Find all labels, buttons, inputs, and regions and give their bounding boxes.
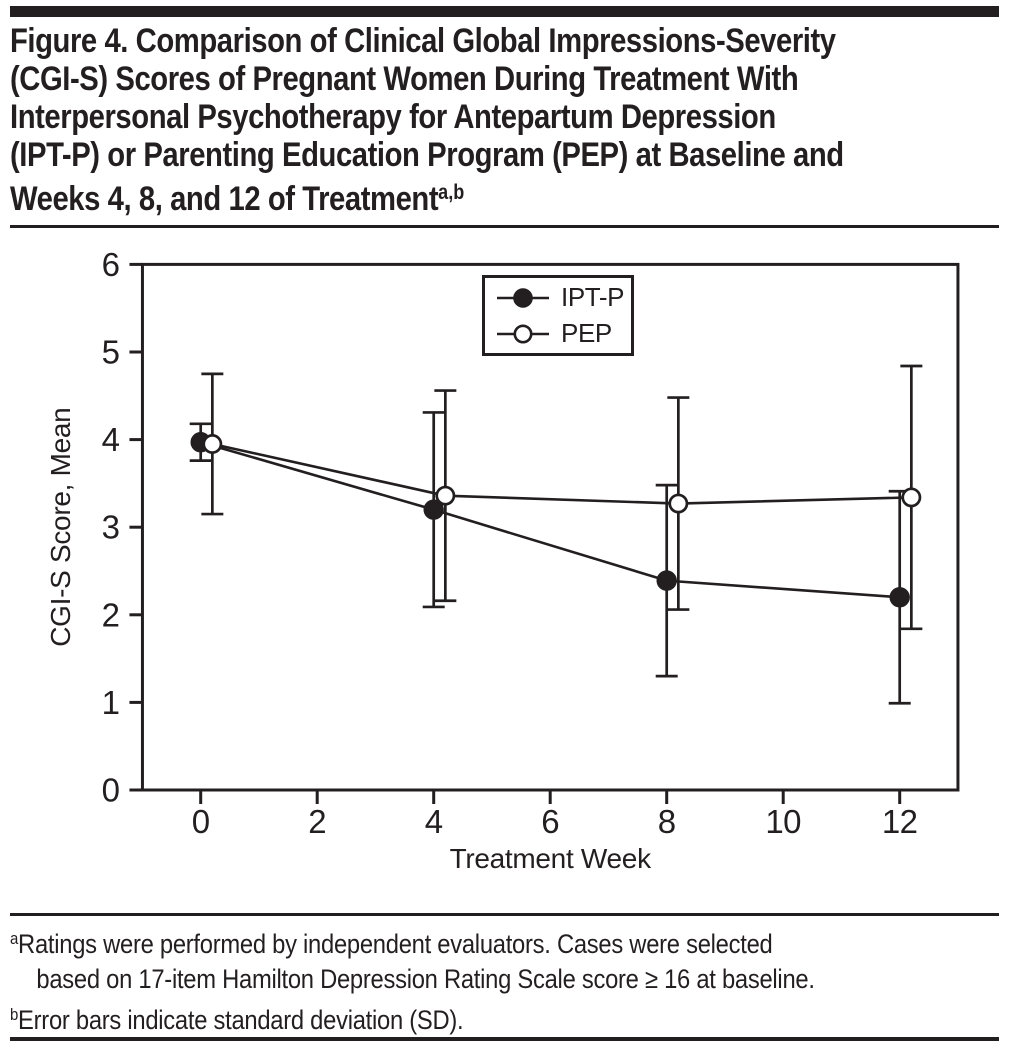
title-line: (IPT-P) or Parenting Education Program (… [10,136,844,174]
y-tick-label: 1 [102,684,120,721]
title-divider [10,225,999,228]
filled-circle-marker-IPT-P [423,499,444,520]
y-tick-label: 6 [102,246,120,283]
x-tick-label: 12 [882,803,918,840]
cgi-s-line-chart: 0 1 2 3 4 5 6 0 2 4 6 8 10 12 CGI-S Score, Mean Treatme… [0,236,1009,890]
top-rule [10,6,999,17]
y-tick-label: 3 [102,509,120,546]
title-line-text: Weeks 4, 8, and 12 of Treatment [10,180,439,218]
title-line: Figure 4. Comparison of Clinical Global … [10,22,836,60]
footnote-b-text: Error bars indicate standard deviation (… [18,1005,464,1035]
title-line: (CGI-S) Scores of Pregnant Women During … [10,60,799,98]
open-circle-marker-icon [497,324,549,343]
title-line: Interpersonal Psychotherapy for Antepart… [10,98,776,136]
x-tick-label: 10 [765,803,801,840]
x-tick-label: 8 [658,803,676,840]
footnote-a-line-2: based on 17-item Hamilton Depression Rat… [10,962,1004,997]
x-axis-label: Treatment Week [450,843,653,874]
legend-label: IPT-P [561,282,625,312]
legend-item-ipt-p: IPT-P [496,282,631,313]
footnote-divider [10,913,999,916]
x-tick-label: 6 [541,803,559,840]
y-tick-label: 2 [102,596,120,633]
series-line-IPT-P [200,440,900,599]
open-circle-marker-PEP [435,485,456,506]
filled-circle-marker-icon [497,287,549,308]
footnotes: aRatings were performed by independent e… [10,921,1004,1038]
y-tick-label: 0 [102,772,120,809]
filled-circle-marker-IPT-P [889,587,910,608]
filled-circle-marker-IPT-P [656,570,677,591]
title-line: Weeks 4, 8, and 12 of Treatmenta,b [10,174,1003,218]
y-axis-label: CGI-S Score, Mean [45,408,76,647]
open-circle-marker-PEP [901,487,922,508]
footnote-a-text-2: based on 17-item Hamilton Depression Rat… [36,964,815,994]
footnote-a-marker: a [10,929,19,948]
x-tick-label: 4 [425,803,443,840]
series-line-PEP [212,442,912,505]
figure-title: Figure 4. Comparison of Clinical Global … [10,22,1003,218]
open-circle-marker-PEP [202,434,223,454]
footnote-a-text-1: Ratings were performed by independent ev… [18,929,773,959]
bottom-rule [10,1037,999,1041]
footnote-b-marker: b [10,1005,19,1024]
title-superscript: a,b [438,181,465,204]
footnote-b-line: bError bars indicate standard deviation … [10,997,1004,1038]
y-tick-label: 5 [102,334,120,371]
x-tick-label: 0 [192,803,210,840]
chart-legend: IPT-P PEP [482,275,634,356]
legend-item-pep: PEP [496,318,631,349]
legend-label: PEP [561,318,612,348]
open-circle-marker-PEP [668,493,689,514]
footnote-a-line-1: aRatings were performed by independent e… [10,921,1004,962]
y-tick-label: 4 [102,421,120,458]
x-tick-label: 2 [308,803,326,840]
